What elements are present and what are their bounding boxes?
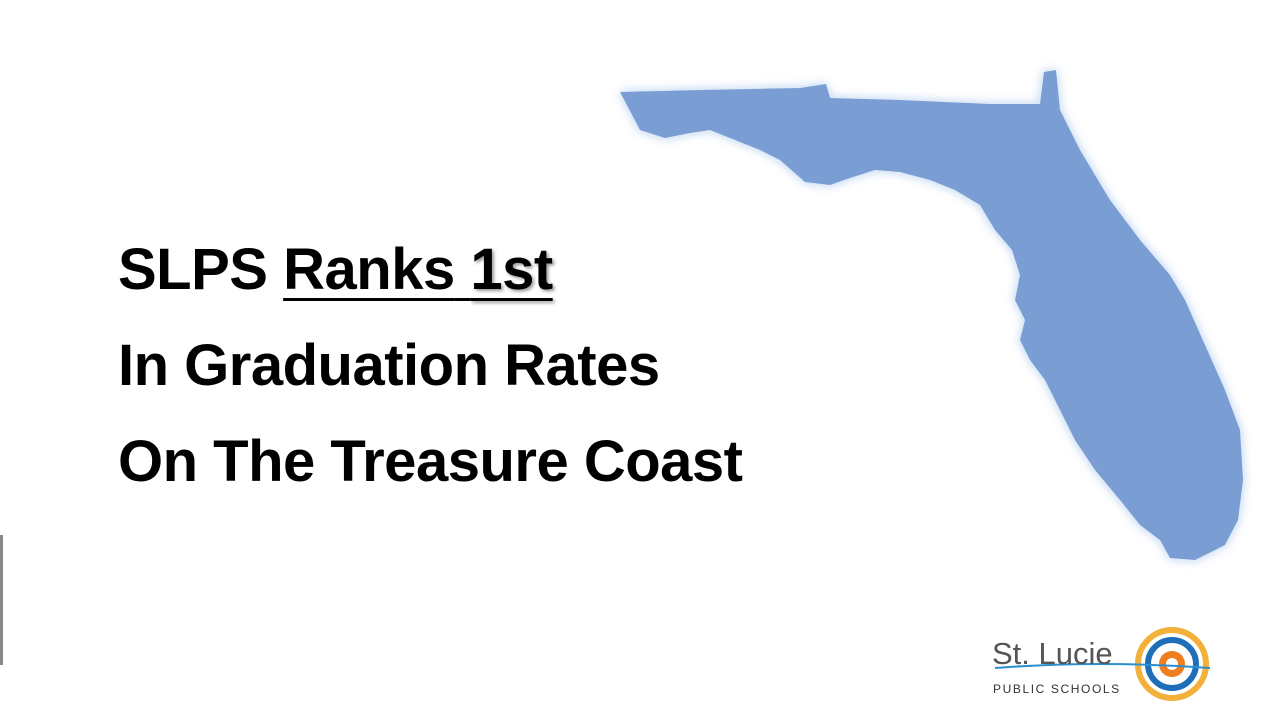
headline-line: On The Treasure Coast xyxy=(118,429,743,494)
logo-swoosh xyxy=(994,663,1211,669)
logo-core xyxy=(1166,658,1178,670)
headline-line: SLPS Ranks 1st xyxy=(118,222,742,318)
headline-text: Ranks xyxy=(283,237,455,302)
edge-line xyxy=(0,535,3,665)
logo-name: St. Lucie xyxy=(992,636,1113,671)
underlined-text: Ranks 1st xyxy=(283,237,567,302)
headline: SLPS Ranks 1st In Graduation Rates On Th… xyxy=(118,222,743,510)
florida-map xyxy=(620,70,1243,560)
headline-text: SLPS xyxy=(118,237,268,302)
headline-text: 1st xyxy=(470,237,553,302)
headline-line: In Graduation Rates xyxy=(118,333,660,398)
logo-subtitle: PUBLIC SCHOOLS xyxy=(993,682,1121,696)
